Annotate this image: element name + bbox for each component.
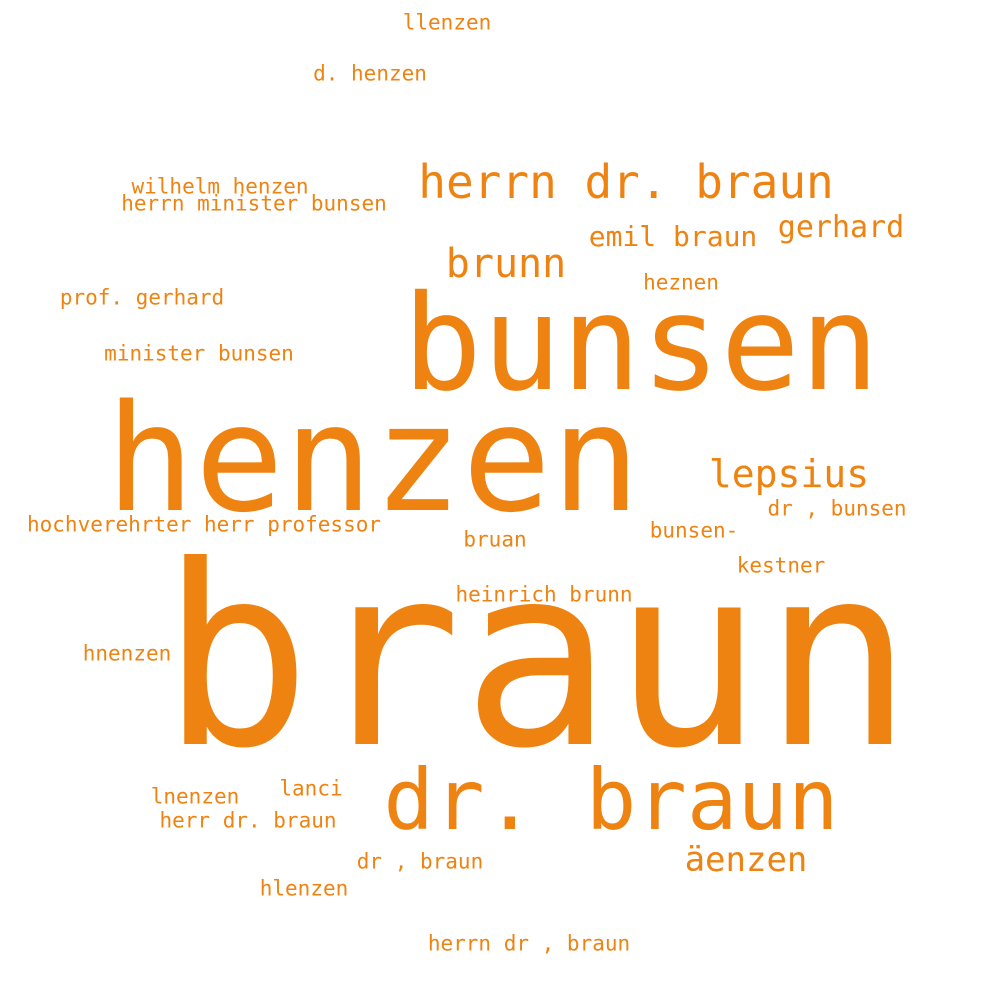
word-bunsen: bunsen — [402, 267, 880, 421]
word-llenzen: llenzen — [402, 10, 492, 35]
word-d-henzen: d. henzen — [313, 61, 427, 86]
word-dr-braun-comma: dr , braun — [356, 849, 484, 874]
word-prof-gerhard: prof. gerhard — [59, 285, 225, 310]
word-lanci: lanci — [279, 776, 343, 801]
word-gerhard: gerhard — [777, 210, 905, 245]
word-lnenzen: lnenzen — [150, 784, 240, 809]
word-kestner: kestner — [736, 553, 826, 578]
word-hlenzen: hlenzen — [259, 876, 349, 901]
word-heinrich-brunn: heinrich brunn — [455, 582, 633, 607]
word-bunsen-dash: bunsen- — [649, 518, 739, 543]
word-herrn-dr-braun-comma: herrn dr , braun — [427, 931, 631, 956]
word-braun: braun — [160, 512, 914, 803]
word-emil-braun: emil braun — [588, 220, 758, 253]
word-lepsius: lepsius — [708, 452, 870, 496]
word-herrn-dr-braun: herrn dr. braun — [418, 155, 834, 209]
word-bruan: bruan — [463, 527, 527, 552]
word-henzen: henzen — [105, 373, 641, 545]
word-aenzen: äenzen — [684, 840, 808, 880]
word-dr-braun: dr. braun — [383, 751, 839, 849]
word-hochverehrter-herr-professor: hochverehrter herr professor — [26, 512, 382, 537]
word-heznen: heznen — [643, 270, 719, 295]
word-brunn: brunn — [445, 241, 567, 287]
word-herrn-minister-bunsen: herrn minister bunsen — [121, 191, 387, 216]
word-wilhelm-henzen: wilhelm henzen — [131, 174, 309, 199]
word-herr-dr-braun: herr dr. braun — [159, 808, 337, 833]
word-minister-bunsen: minister bunsen — [104, 341, 294, 366]
word-hnenzen: hnenzen — [82, 641, 172, 666]
word-dr-bunsen: dr , bunsen — [767, 496, 907, 521]
